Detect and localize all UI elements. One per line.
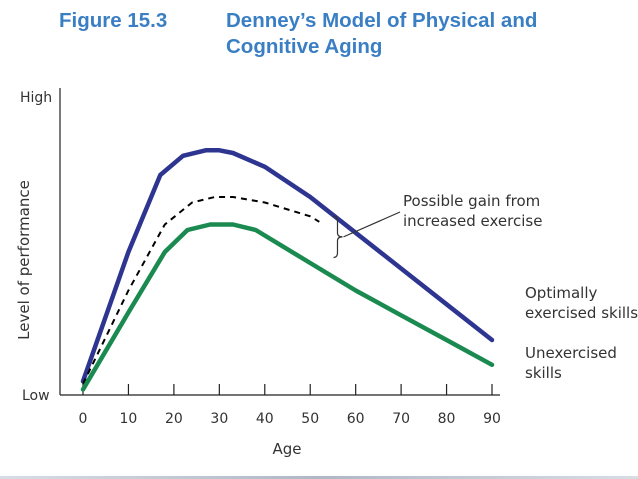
x-tick-label: 90 [483,411,501,427]
x-tick-label: 70 [392,411,410,427]
x-tick-label: 0 [79,411,88,427]
series-line-optimally-exercised [80,148,495,384]
x-axis-label: Age [272,440,301,458]
figure-title: Figure 15.3 Denney’s Model of Physical an… [59,8,537,60]
x-tick-label: 80 [438,411,456,427]
y-tick-low: Low [22,388,50,404]
series-line-unexercised [80,222,495,392]
figure-number: Figure 15.3 [59,9,168,32]
title-line-1: Denney’s Model of Physical and [226,9,538,32]
x-tick-label: 50 [301,411,319,427]
annotation-text: increased exercise [403,212,542,230]
title-line-2: Cognitive Aging [226,35,383,58]
annotation-text: Possible gain from [403,192,540,210]
x-tick-label: 40 [256,411,274,427]
x-tick-label: 30 [210,411,228,427]
x-tick-label: 20 [165,411,183,427]
y-axis-label: Level of performance [15,180,33,340]
series-label: Unexercised [525,344,617,362]
y-tick-high: High [20,90,52,106]
series-lines [80,148,495,392]
gain-annotation: Possible gain from increased exercise [333,192,542,259]
annotation-pointer [343,211,401,238]
series-label: Optimally [525,284,598,302]
series-label: exercised skills [525,304,638,322]
series-label: skills [525,364,562,382]
x-tick-label: 60 [347,411,365,427]
x-tick-label: 10 [120,411,138,427]
x-ticks: 0 10 20 30 40 50 60 70 80 90 [79,384,501,427]
series-labels: Optimally exercised skills Unexercised skil… [525,284,638,382]
series-line-possible-gain [82,196,320,385]
slide-bottom-bar [0,476,638,479]
